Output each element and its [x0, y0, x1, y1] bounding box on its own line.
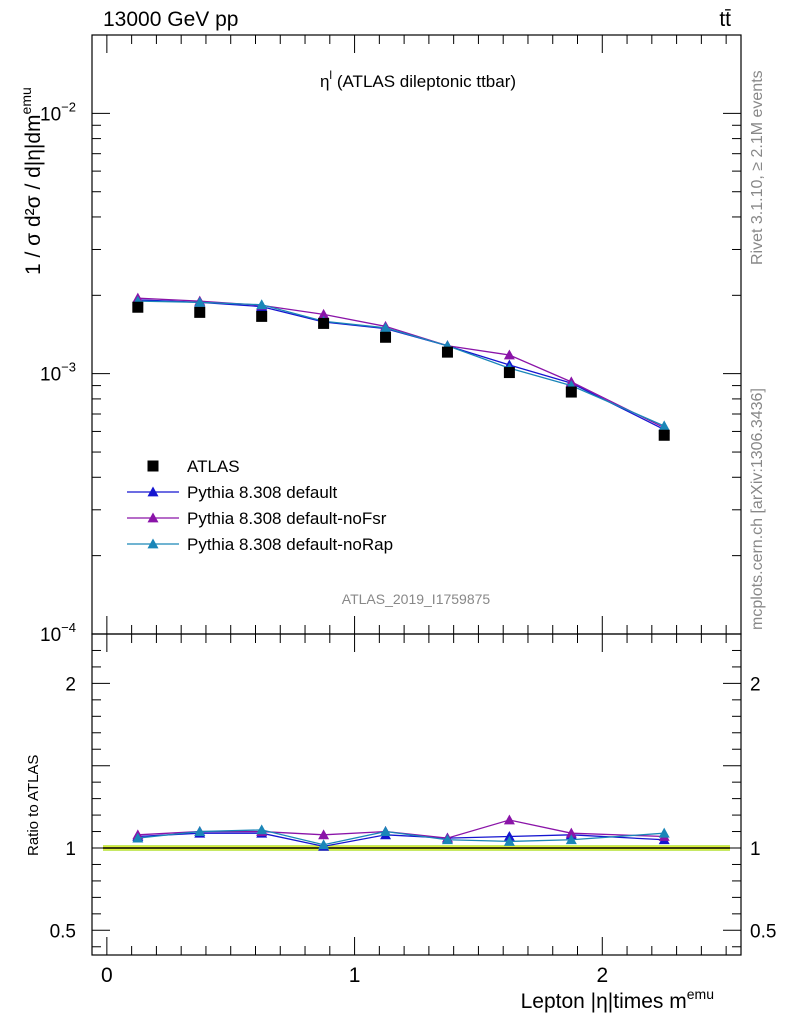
- series-marker: [503, 349, 515, 360]
- x-tick-label: 0: [101, 964, 113, 987]
- energy-label: 13000 GeV pp: [103, 8, 238, 31]
- legend-label: ATLAS: [187, 457, 240, 476]
- series-marker: [380, 322, 392, 333]
- series-marker: [194, 296, 206, 307]
- analysis-id: ATLAS_2019_I1759875: [342, 591, 491, 607]
- data-point: [441, 346, 453, 358]
- y-axis-label: 1 / σ d²σ / d|η|dmemu: [18, 87, 45, 275]
- ratio-series-marker: [441, 834, 453, 845]
- y-tick-label: 10−3: [40, 360, 76, 386]
- ratio-tick-label-right: 0.5: [750, 921, 776, 942]
- x-axis-label: Lepton |η|times memu: [521, 986, 714, 1013]
- data-point: [658, 429, 670, 441]
- ratio-series-marker: [658, 827, 670, 838]
- legend-marker: [147, 512, 159, 523]
- x-tick-label: 1: [349, 964, 361, 987]
- ratio-tick-label-left: 2: [65, 674, 76, 695]
- legend-marker: [147, 486, 159, 497]
- ratio-tick-label-right: 2: [750, 674, 761, 695]
- y-tick-label: 10−4: [40, 620, 76, 646]
- plot-title: ηl (ATLAS dileptonic ttbar): [320, 68, 516, 91]
- data-point: [256, 310, 268, 322]
- ratio-series-marker: [380, 826, 392, 836]
- legend-marker-data: [147, 460, 159, 472]
- series-marker: [658, 420, 670, 431]
- legend-label: Pythia 8.308 default: [187, 483, 338, 502]
- legend-marker: [147, 538, 159, 549]
- data-point: [132, 301, 144, 313]
- ratio-series-marker: [565, 834, 577, 845]
- rivet-label: Rivet 3.1.10, ≥ 2.1M events: [749, 70, 766, 265]
- data-point: [194, 306, 206, 318]
- ratio-series-marker: [318, 839, 330, 850]
- data-point: [503, 367, 515, 379]
- legend-label: Pythia 8.308 default-noFsr: [187, 509, 387, 528]
- ratio-y-axis-label: Ratio to ATLAS: [25, 755, 42, 856]
- data-point: [380, 331, 392, 343]
- ratio-series-marker: [318, 829, 330, 840]
- ratio-series-marker: [503, 814, 515, 825]
- y-tick-label: 10−2: [40, 99, 76, 125]
- ratio-series-marker: [503, 835, 515, 846]
- legend: ATLAS Pythia 8.308 default Pythia 8.308 de…: [127, 457, 393, 554]
- ratio-series-marker: [132, 832, 144, 843]
- series-marker: [318, 308, 330, 319]
- ratio-series-marker: [256, 824, 268, 835]
- legend-label: Pythia 8.308 default-noRap: [187, 535, 393, 554]
- ratio-series-marker: [565, 827, 577, 838]
- ratio-tick-label-left: 0.5: [50, 921, 76, 942]
- x-tick-label: 2: [596, 964, 608, 987]
- data-point: [318, 317, 330, 329]
- ratio-tick-label-left: 1: [65, 839, 76, 860]
- mcplots-label: mcplots.cern.ch [arXiv:1306.3436]: [749, 388, 766, 630]
- process-label: tt̄: [719, 8, 731, 31]
- ratio-plot: 0 1 2 2 2 1 1 0.5 0.5: [50, 633, 776, 987]
- ratio-frame: [91, 633, 742, 956]
- series-marker: [256, 299, 268, 310]
- data-point: [565, 386, 577, 398]
- ratio-tick-label-right: 1: [750, 839, 761, 860]
- ratio-series-marker: [194, 826, 206, 836]
